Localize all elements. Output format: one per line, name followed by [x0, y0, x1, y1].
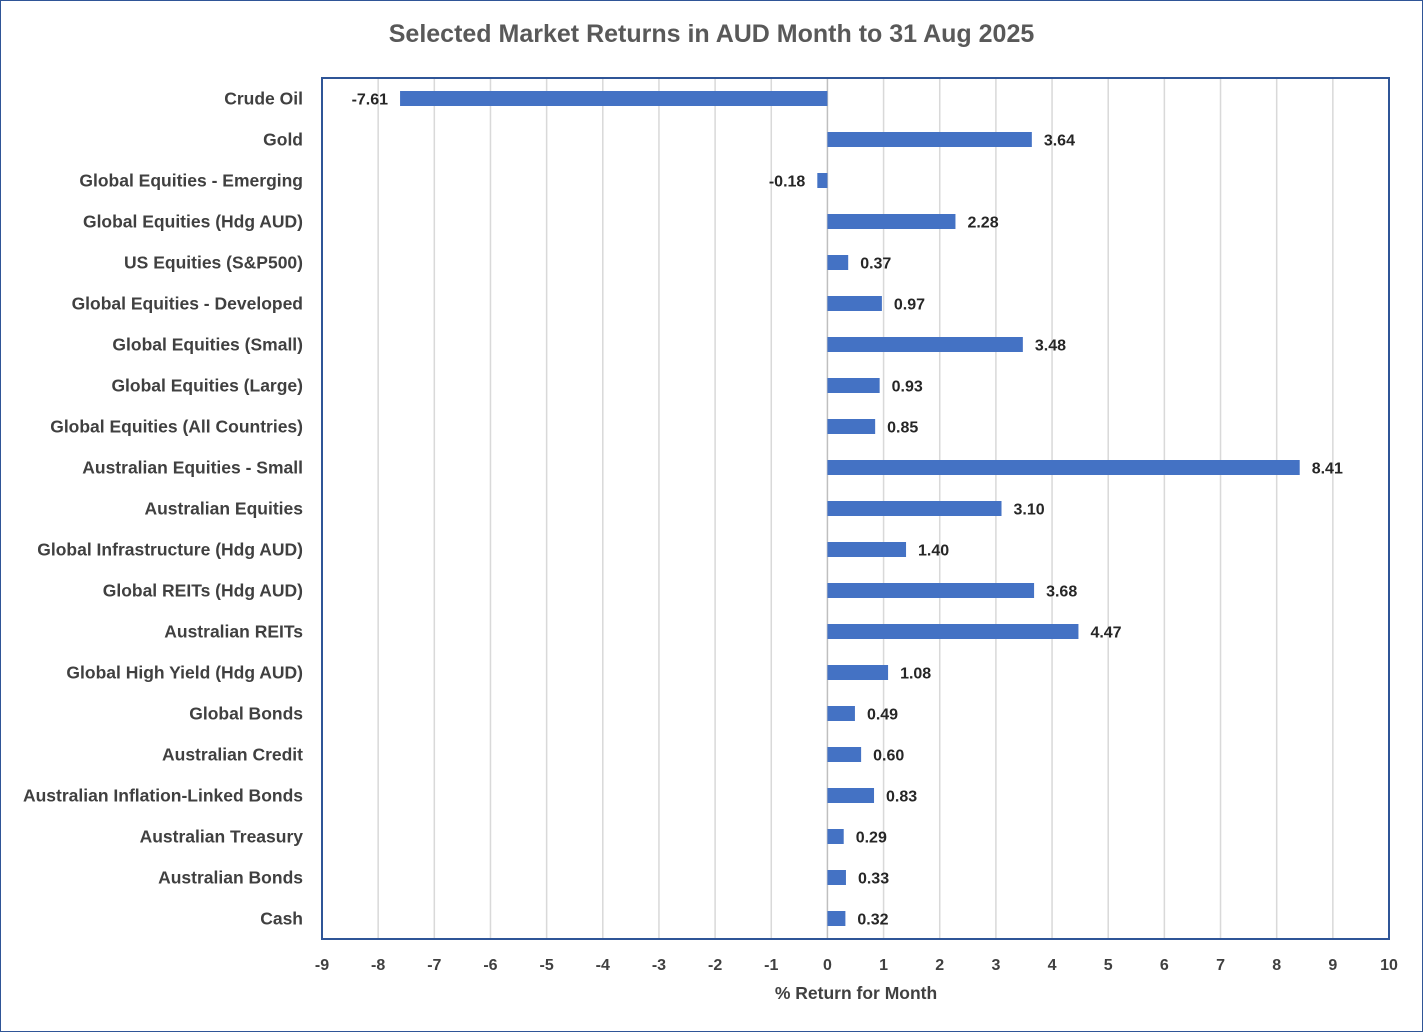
category-label: Australian Credit — [162, 745, 303, 765]
category-label: Global Equities (Large) — [111, 376, 303, 396]
category-label: Australian Equities — [144, 499, 303, 519]
category-label: Global Equities (All Countries) — [50, 417, 303, 437]
x-tick-label: -9 — [315, 957, 329, 974]
category-label: Australian Treasury — [140, 827, 304, 847]
bars — [400, 91, 1300, 926]
bar — [827, 132, 1032, 147]
data-label: 1.40 — [918, 543, 949, 560]
bar — [827, 665, 889, 680]
bar — [827, 829, 844, 844]
category-label: US Equities (S&P500) — [124, 253, 303, 273]
category-label: Global REITs (Hdg AUD) — [103, 581, 303, 601]
data-labels: -7.61 3.64 -0.18 2.28 0.37 0.97 3.48 0.93 0.85 8.… — [352, 92, 1343, 929]
data-label: -0.18 — [769, 174, 806, 191]
bar — [817, 173, 828, 188]
data-label: -7.61 — [352, 92, 389, 109]
x-tick-label: -5 — [540, 957, 554, 974]
bar — [827, 706, 855, 721]
category-label: Australian REITs — [164, 622, 303, 642]
x-tick-label: 6 — [1160, 957, 1169, 974]
category-label: Crude Oil — [224, 89, 303, 109]
data-label: 0.93 — [892, 379, 923, 396]
category-label: Global Equities (Hdg AUD) — [83, 212, 303, 232]
data-label: 3.64 — [1044, 133, 1075, 150]
bar — [827, 337, 1023, 352]
data-label: 3.10 — [1014, 502, 1045, 519]
category-label: Global Equities (Small) — [112, 335, 303, 355]
data-label: 0.49 — [867, 707, 898, 724]
bar — [827, 624, 1079, 639]
data-label: 8.41 — [1312, 461, 1343, 478]
category-label: Cash — [260, 909, 303, 929]
x-axis-title: % Return for Month — [775, 983, 937, 1003]
category-label: Australian Bonds — [158, 868, 303, 888]
category-label: Gold — [263, 130, 303, 150]
bar — [827, 911, 846, 926]
bar — [400, 91, 828, 106]
bar — [827, 378, 880, 393]
bar — [827, 501, 1002, 516]
data-label: 3.68 — [1046, 584, 1077, 601]
category-label: Global Infrastructure (Hdg AUD) — [37, 540, 303, 560]
category-label: Global High Yield (Hdg AUD) — [66, 663, 303, 683]
x-tick-label: -3 — [652, 957, 666, 974]
category-label: Global Equities - Developed — [72, 294, 303, 314]
x-tick-label: 4 — [1048, 957, 1057, 974]
x-tick-labels: -9 -8 -7 -6 -5 -4 -3 -2 -1 0 1 2 3 4 5 6 7 8 9 10 — [315, 957, 1398, 974]
data-label: 0.33 — [858, 871, 889, 888]
x-tick-label: -1 — [764, 957, 778, 974]
data-label: 0.32 — [857, 912, 888, 929]
data-label: 0.97 — [894, 297, 925, 314]
data-label: 2.28 — [967, 215, 998, 232]
x-tick-label: -6 — [483, 957, 497, 974]
x-tick-label: 5 — [1104, 957, 1113, 974]
x-tick-label: 1 — [879, 957, 888, 974]
bar — [827, 460, 1300, 475]
bar — [827, 542, 907, 557]
bar — [827, 214, 956, 229]
bar — [827, 788, 875, 803]
x-tick-label: 7 — [1216, 957, 1225, 974]
bar — [827, 255, 849, 270]
bar — [827, 747, 862, 762]
x-tick-label: 2 — [935, 957, 944, 974]
category-label: Global Equities - Emerging — [79, 171, 303, 191]
chart-title: Selected Market Returns in AUD Month to … — [388, 20, 1035, 48]
data-label: 0.60 — [873, 748, 904, 765]
bar — [827, 583, 1035, 598]
x-tick-label: 9 — [1328, 957, 1337, 974]
category-label: Australian Equities - Small — [82, 458, 303, 478]
category-label: Australian Inflation-Linked Bonds — [23, 786, 303, 806]
category-labels: Crude Oil Gold Global Equities - Emerging G… — [23, 89, 303, 929]
x-tick-label: -4 — [596, 957, 610, 974]
data-label: 0.29 — [856, 830, 887, 847]
data-label: 0.37 — [860, 256, 891, 273]
x-tick-label: -8 — [371, 957, 385, 974]
x-tick-label: 8 — [1272, 957, 1281, 974]
x-tick-label: 10 — [1380, 957, 1398, 974]
plot-area-border — [321, 77, 1390, 940]
category-label: Global Bonds — [189, 704, 303, 724]
data-label: 0.83 — [886, 789, 917, 806]
bar — [827, 870, 846, 885]
bar — [827, 419, 876, 434]
data-label: 3.48 — [1035, 338, 1066, 355]
data-label: 4.47 — [1090, 625, 1121, 642]
x-tick-label: -2 — [708, 957, 722, 974]
x-tick-label: 3 — [991, 957, 1000, 974]
x-tick-label: -7 — [427, 957, 441, 974]
bar — [827, 296, 882, 311]
x-tick-label: 0 — [823, 957, 832, 974]
data-label: 1.08 — [900, 666, 931, 683]
data-label: 0.85 — [887, 420, 918, 437]
